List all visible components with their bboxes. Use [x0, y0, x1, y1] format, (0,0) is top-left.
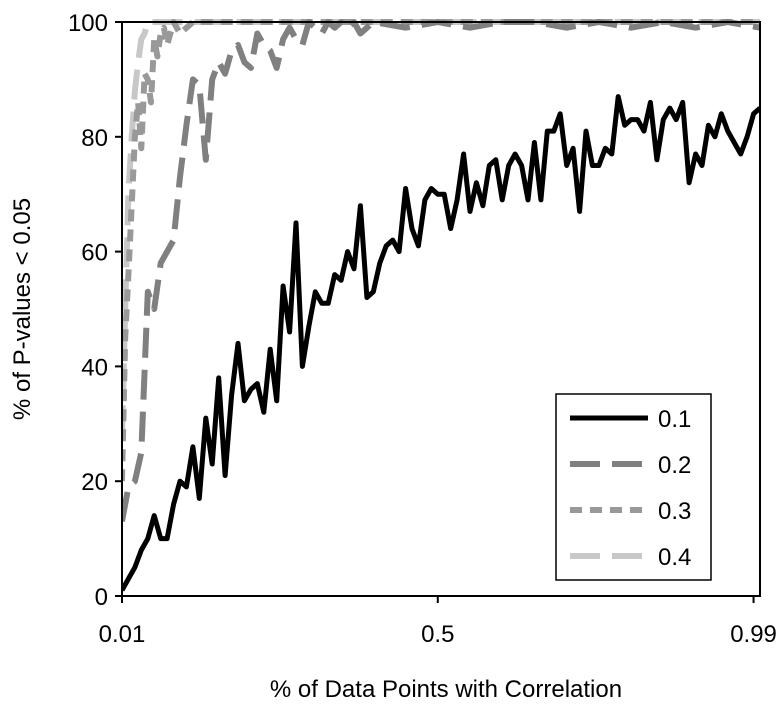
legend-label-0-2: 0.2	[658, 452, 691, 479]
legend-label-0-3: 0.3	[658, 498, 691, 525]
x-tick-label: 0.99	[730, 621, 777, 648]
y-tick-label: 60	[81, 240, 108, 267]
series-line-0-2	[122, 19, 760, 522]
x-tick-label: 0.5	[421, 621, 454, 648]
legend-box	[555, 393, 712, 581]
legend: 0.1 0.2 0.3 0.4	[555, 393, 712, 581]
y-tick-label: 20	[81, 469, 108, 496]
legend-label-0-1: 0.1	[658, 406, 691, 433]
y-tick-label: 80	[81, 125, 108, 152]
plot-area-frame	[121, 21, 761, 597]
ticks-layer: 0 20 40 60 80 100 0.01 0.5 0.99	[68, 10, 777, 648]
y-axis-label: % of P-values < 0.05	[9, 198, 36, 420]
y-tick-label: 100	[68, 10, 108, 37]
y-tick-label: 40	[81, 354, 108, 381]
x-tick-label: 0.01	[99, 621, 146, 648]
legend-label-0-4: 0.4	[658, 544, 691, 571]
x-axis-label: % of Data Points with Correlation	[270, 676, 622, 703]
y-tick-label: 0	[95, 584, 108, 611]
series-line-0-1	[122, 94, 760, 592]
